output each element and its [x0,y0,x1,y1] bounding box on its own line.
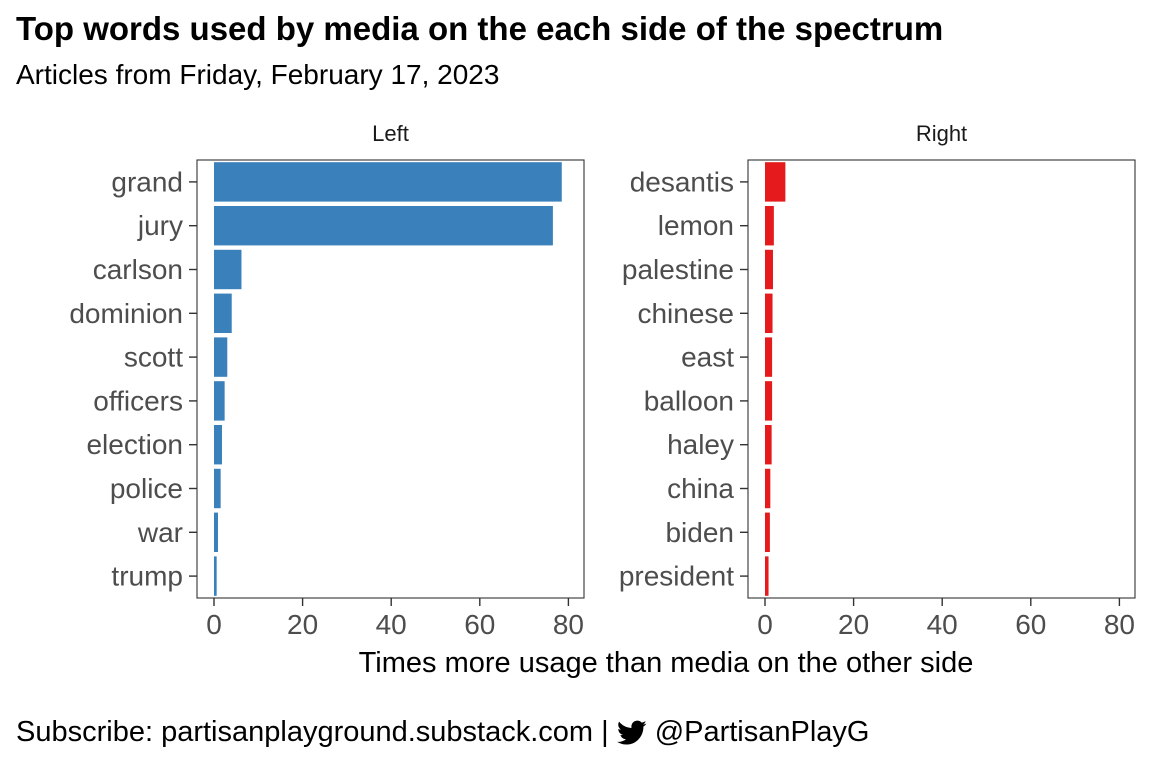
panel-right: Right desantis lemon palestine chinese east ba… [619,121,1136,640]
bar [214,337,228,377]
bar [214,293,232,334]
bar [765,381,773,421]
y-tick-label: chinese [637,298,734,329]
bar [214,512,218,553]
y-tick-label: east [681,342,734,373]
x-tick-label: 60 [1015,609,1046,640]
bar [765,468,771,509]
x-tick-label: 40 [927,609,958,640]
bar [214,556,217,596]
y-tick-label: president [619,561,734,592]
caption: Subscribe: partisanplayground.substack.c… [16,716,869,749]
y-tick-label: palestine [622,254,734,285]
chart-subtitle: Articles from Friday, February 17, 2023 [16,59,500,90]
bar [214,162,562,202]
y-tick-label: jury [137,210,183,241]
y-tick-label: officers [93,385,183,416]
x-tick-label: 20 [838,609,869,640]
x-tick-label: 20 [287,609,318,640]
x-tick-label: 0 [757,609,773,640]
bar [214,205,553,246]
y-tick-label: election [86,429,183,460]
panel-strip-label: Right [916,121,967,146]
bar [765,424,772,465]
bar [765,556,769,596]
y-tick-label: grand [111,166,183,197]
y-tick-label: china [667,473,734,504]
x-tick-label: 80 [553,609,584,640]
bar [765,205,774,246]
y-tick-label: biden [665,517,734,548]
bar [765,512,770,553]
y-tick-label: haley [667,429,734,460]
bar [765,249,773,290]
bar [765,337,773,377]
panel-left: Left grand jury carlson dominion scott officer… [69,121,585,640]
x-tick-label: 80 [1104,609,1135,640]
bar [214,468,221,509]
x-tick-label: 60 [464,609,495,640]
bar [214,249,242,290]
caption-twitter-handle: @PartisanPlayG [654,716,870,748]
bar [214,424,222,465]
panel-border [747,159,1136,599]
chart-title: Top words used by media on the each side… [16,10,944,47]
y-tick-label: war [137,517,183,548]
bar [765,162,786,202]
x-tick-label: 40 [376,609,407,640]
panel-strip-label: Left [372,121,409,146]
y-tick-label: police [110,473,183,504]
y-tick-label: dominion [69,298,183,329]
x-tick-label: 0 [206,609,222,640]
y-tick-label: carlson [93,254,183,285]
y-tick-label: desantis [630,166,734,197]
caption-subscribe-text: Subscribe: partisanplayground.substack.c… [16,716,609,748]
x-axis-title: Times more usage than media on the other… [359,647,974,679]
bar [765,293,773,334]
y-tick-label: scott [124,342,183,373]
y-tick-label: lemon [658,210,734,241]
y-tick-label: balloon [644,385,734,416]
bar [214,381,225,421]
y-tick-label: trump [111,561,183,592]
twitter-bird-icon [616,720,647,746]
